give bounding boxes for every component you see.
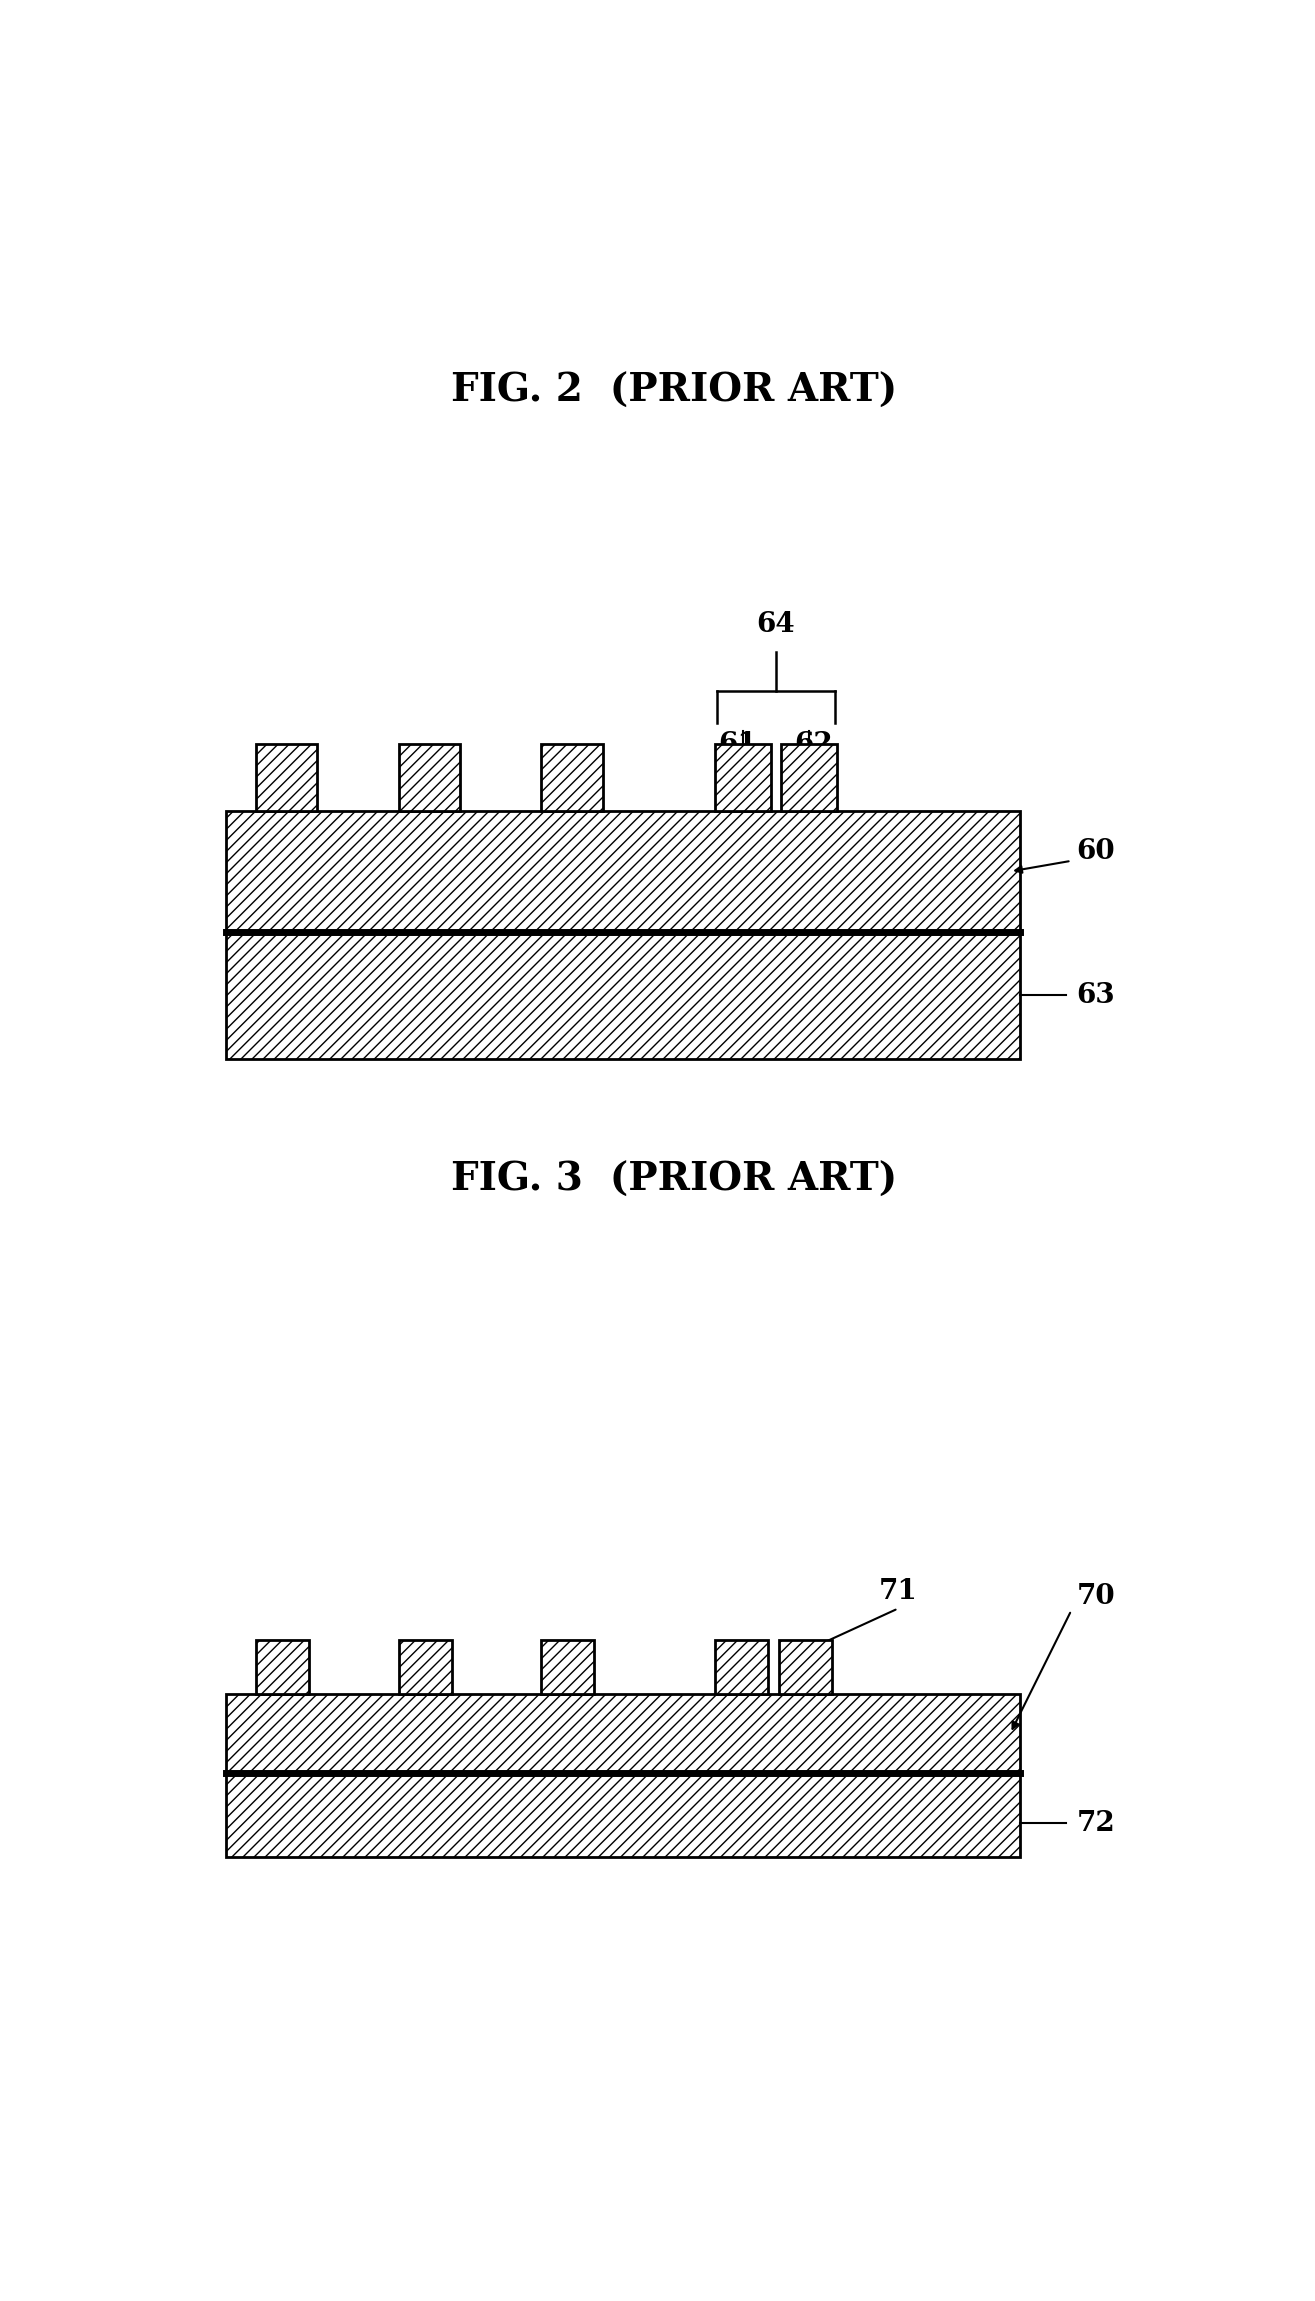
Bar [398,1641,452,1694]
Bar [226,1774,1020,1857]
Bar [542,743,602,812]
Bar [398,743,460,812]
Bar [226,812,1020,932]
Text: FIG. 2  (PRIOR ART): FIG. 2 (PRIOR ART) [451,373,897,410]
Text: 62: 62 [794,732,834,759]
Bar [256,743,317,812]
Bar [715,743,771,812]
Bar [542,1641,594,1694]
Text: FIG. 3  (PRIOR ART): FIG. 3 (PRIOR ART) [451,1160,897,1199]
Text: 70: 70 [1077,1583,1115,1611]
Bar [226,1694,1020,1774]
Bar [778,1641,832,1694]
Text: 72: 72 [1077,1809,1115,1836]
Text: 61: 61 [718,732,757,759]
Text: 60: 60 [1077,838,1115,865]
Bar [781,743,836,812]
Text: 63: 63 [1077,983,1115,1008]
Text: 71: 71 [878,1578,918,1606]
Bar [226,932,1020,1058]
Text: 64: 64 [756,610,796,637]
Bar [715,1641,768,1694]
Bar [256,1641,309,1694]
